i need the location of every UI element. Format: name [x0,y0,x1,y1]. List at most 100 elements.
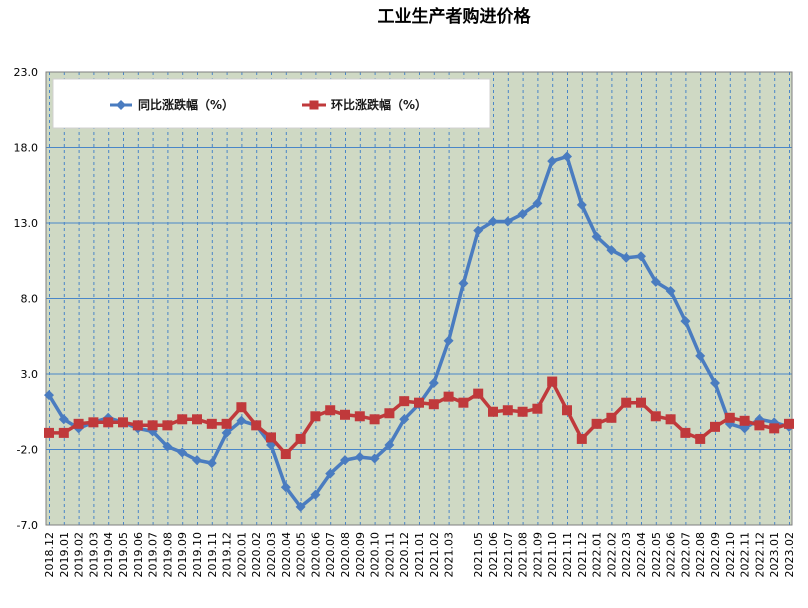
data-point-mom [340,409,350,420]
data-point-mom [591,418,602,429]
data-point-mom [710,421,720,432]
data-point-yoy [340,455,350,466]
data-point-mom [399,396,410,407]
chart-title: 工业生产者购进价格 [378,6,532,27]
x-tick-label: 2020.12 [398,532,411,578]
plot-border [45,71,793,526]
data-point-yoy [428,378,439,389]
x-tick-label: 2021.07 [502,532,515,578]
data-point-yoy [502,216,513,227]
y-tick-label: 8.0 [21,293,39,306]
x-tick-label: 2019.05 [117,532,130,578]
x-axis-ticks: 2018.12 2019.01 2019.02 2019.03 2019.04 2019.… [43,532,796,578]
x-tick-label: 2019.11 [206,532,219,578]
x-tick-label: 2022.02 [605,532,618,578]
data-point-mom [147,420,158,431]
x-tick-label: 2020.02 [250,532,263,578]
x-tick-label: 2020.07 [324,532,337,578]
x-tick-label: 2021.09 [531,532,544,578]
data-point-yoy [473,225,484,236]
data-point-mom [665,414,676,425]
data-point-mom [724,412,735,423]
data-point-yoy [695,350,706,361]
data-point-mom [428,399,439,410]
data-point-yoy [650,276,661,287]
x-tick-label: 2022.08 [694,532,707,578]
x-tick-label: 2020.03 [265,532,278,578]
y-tick-label: 3.0 [21,368,39,381]
data-point-mom [162,420,173,431]
data-point-mom [221,418,232,429]
data-point-yoy [236,415,247,426]
x-tick-label: 2022.06 [665,532,678,578]
data-point-yoy [295,501,306,512]
data-point-mom [325,405,336,416]
data-point-mom [488,406,498,417]
data-point-mom [443,391,454,402]
data-point-mom [295,433,306,444]
data-point-yoy [44,390,54,401]
x-tick-label: 2023.01 [768,532,781,578]
data-point-mom [118,417,128,428]
y-tick-label: 13.0 [14,217,39,230]
data-point-mom [236,402,247,413]
data-point-mom [650,411,661,422]
data-point-yoy [739,423,750,434]
x-tick-label: 2022.03 [620,532,633,578]
y-axis-ticks: 23.0 18.0 13.0 8.0 3.0 -2.0 -7.0 [14,66,39,532]
data-point-mom [769,423,780,434]
x-tick-label: 2021.10 [546,532,559,578]
data-point-mom [369,414,380,425]
legend: 同比涨跌幅（%） 环比涨跌幅（%） [52,78,491,129]
data-point-yoy [177,447,188,458]
data-point-yoy [488,216,498,227]
x-tick-label: 2021.08 [517,532,530,578]
data-point-yoy [280,482,291,493]
data-point-yoy [710,378,720,389]
data-point-mom [576,433,587,444]
data-point-mom [44,427,54,438]
data-point-yoy [162,441,173,452]
data-point-yoy [636,251,646,262]
data-point-mom [132,420,143,431]
x-tick-label: 2022.05 [650,532,663,578]
x-tick-label: 2018.12 [43,532,56,578]
data-point-yoy [354,452,365,463]
gridlines [45,71,793,526]
y-tick-label: 23.0 [14,66,39,79]
y-tick-label: -2.0 [17,444,38,457]
data-point-mom [192,414,202,425]
data-point-mom [784,418,794,429]
data-point-mom [621,397,632,408]
x-tick-label: 2021.03 [443,532,456,578]
data-point-yoy [458,278,469,289]
x-tick-label: 2020.09 [354,532,367,578]
data-point-mom [414,397,424,408]
x-tick-label: 2021.12 [576,532,589,578]
data-point-mom [517,406,528,417]
data-point-mom [532,403,543,414]
data-point-yoy [621,252,632,263]
data-point-mom [280,449,291,460]
x-tick-label: 2021.05 [472,532,485,578]
x-tick-label: 2023.02 [783,532,796,578]
data-point-yoy [325,468,336,479]
data-point-mom [562,405,572,416]
data-point-yoy [384,439,395,450]
data-point-mom [310,411,321,422]
x-tick-label: 2022.09 [709,532,722,578]
data-point-mom [251,420,262,431]
data-point-yoy [606,245,617,256]
x-tick-label: 2021.01 [413,532,426,578]
data-point-mom [103,417,114,428]
x-tick-label: 2019.03 [87,532,100,578]
data-point-mom [754,420,765,431]
x-tick-label: 2019.01 [58,532,71,578]
x-tick-label: 2019.07 [147,532,160,578]
data-point-mom [739,415,750,426]
data-point-mom [73,418,84,429]
data-point-yoy [399,414,410,425]
x-tick-label: 2019.06 [132,532,145,578]
series-lines [44,151,794,512]
